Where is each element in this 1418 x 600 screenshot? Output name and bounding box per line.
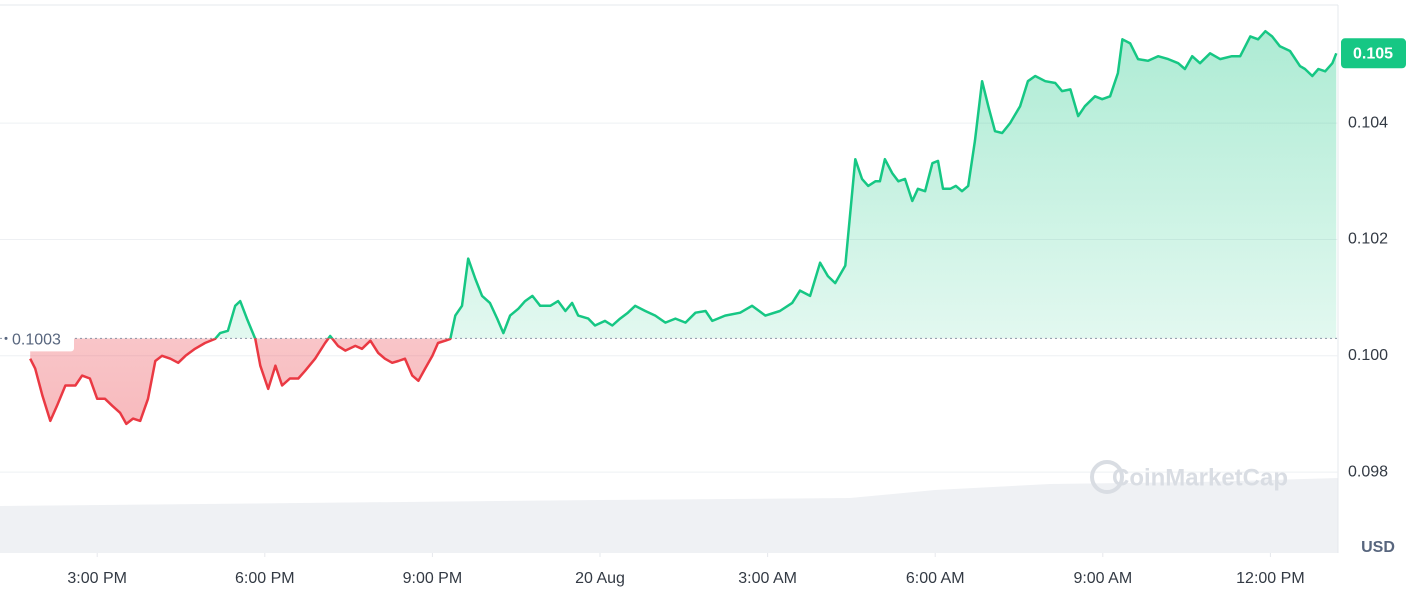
x-tick-label: 6:00 AM	[906, 570, 965, 587]
marks	[0, 29, 1338, 426]
area-down	[30, 338, 1337, 424]
watermark-logo	[1090, 460, 1124, 494]
baseline-label-bg	[4, 325, 74, 352]
x-tick-label: 12:00 PM	[1236, 570, 1304, 587]
y-tick-label: 0.100	[1348, 347, 1388, 364]
x-tick-label: 3:00 AM	[738, 570, 797, 587]
y-unit: USD	[1361, 539, 1395, 556]
baseline-dot	[4, 336, 8, 340]
volume-area	[0, 478, 1338, 553]
last-price-bg	[1341, 38, 1406, 69]
area-up	[215, 31, 1337, 339]
last-price-label: 0.105	[1353, 46, 1393, 63]
price-line-up	[213, 29, 1338, 339]
y-tick-label: 0.098	[1348, 463, 1388, 480]
x-tick-label: 9:00 PM	[403, 570, 463, 587]
x-tick-label: 6:00 PM	[235, 570, 295, 587]
y-tick-label: 0.104	[1348, 114, 1388, 131]
y-tick-label: 0.102	[1348, 231, 1388, 248]
baseline-label: 0.1003	[12, 332, 61, 349]
x-tick-label: 20 Aug	[575, 570, 625, 587]
x-tick-label: 3:00 PM	[67, 570, 127, 587]
watermark: CoinMarketCap	[1112, 464, 1288, 491]
x-tick-label: 9:00 AM	[1073, 570, 1132, 587]
